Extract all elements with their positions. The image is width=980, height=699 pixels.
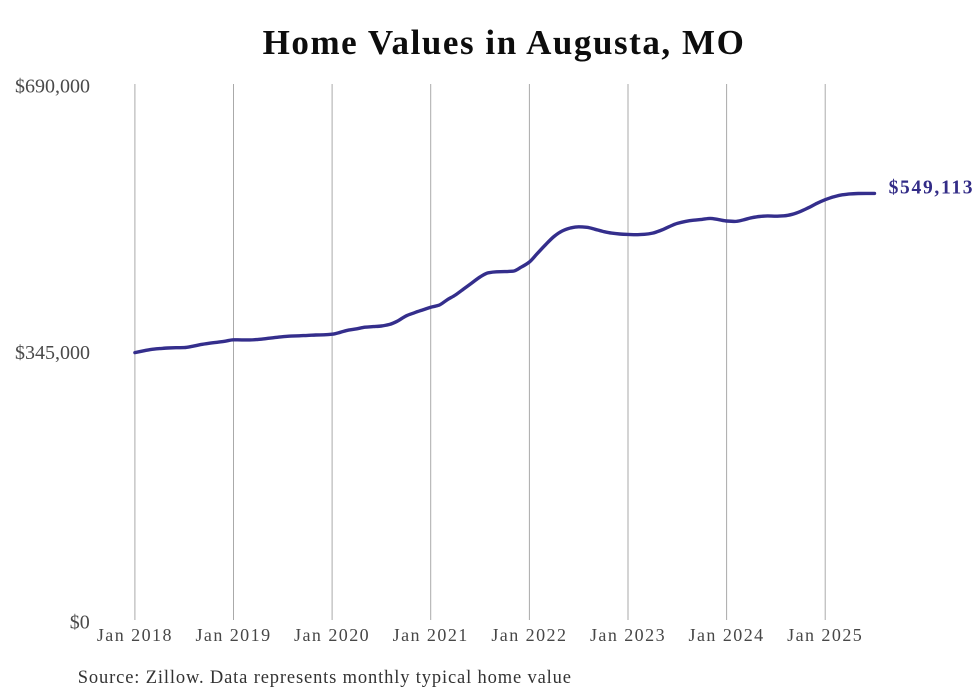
- svg-text:Jan 2021: Jan 2021: [393, 625, 469, 645]
- svg-text:$549,113: $549,113: [889, 177, 975, 198]
- svg-text:Jan 2019: Jan 2019: [195, 625, 271, 645]
- svg-text:Jan 2022: Jan 2022: [491, 625, 567, 645]
- svg-text:$0: $0: [70, 612, 90, 634]
- svg-text:Jan 2024: Jan 2024: [689, 625, 765, 645]
- svg-text:Jan 2020: Jan 2020: [294, 625, 370, 645]
- svg-text:Jan 2023: Jan 2023: [590, 625, 666, 645]
- svg-text:Jan 2025: Jan 2025: [787, 625, 863, 645]
- svg-text:Jan 2018: Jan 2018: [97, 625, 173, 645]
- svg-text:Home Values in Augusta, MO: Home Values in Augusta, MO: [263, 23, 746, 62]
- svg-text:$690,000: $690,000: [15, 75, 90, 97]
- svg-text:Source: Zillow. Data represent: Source: Zillow. Data represents monthly …: [78, 668, 572, 688]
- svg-text:$345,000: $345,000: [15, 342, 90, 364]
